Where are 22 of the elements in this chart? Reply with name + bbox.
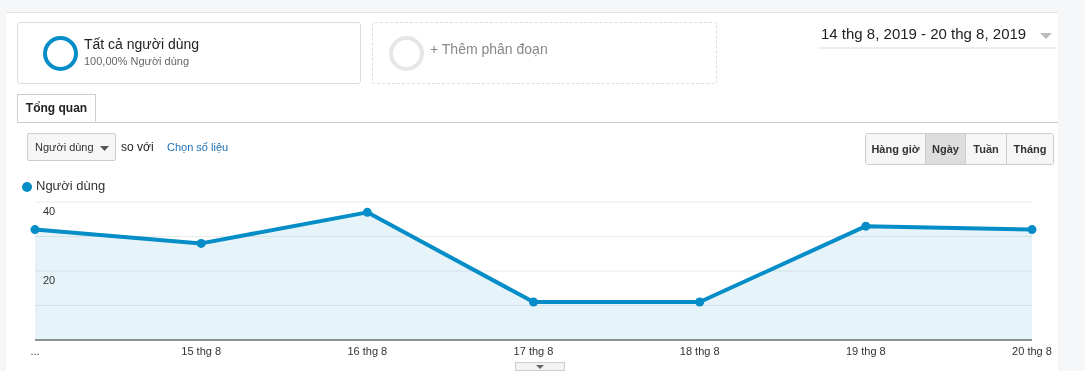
x-tick-label: 15 thg 8 [181, 344, 222, 357]
text: Ngày [925, 134, 965, 164]
x-tick-label: 16 thg 8 [347, 344, 388, 357]
y-tick-label: 20 [43, 273, 56, 286]
x-tick-label: 19 thg 8 [845, 344, 886, 357]
text: 14 thg 8, 2019 - 20 thg 8, 2019 [821, 25, 1027, 42]
text: Tổng quan [17, 94, 96, 122]
x-tick-label: 20 thg 8 [1012, 344, 1052, 357]
text: Người dùng [27, 133, 116, 161]
x-tick-label: 17 thg 8 [513, 344, 554, 357]
y-tick-label: 40 [43, 204, 56, 217]
x-tick-label: ... [30, 344, 40, 357]
text: + Thêm phân đoạn [430, 41, 548, 57]
text: Tháng [1006, 134, 1053, 164]
text: Tuần [965, 134, 1006, 164]
text: Tất cả người dùng [84, 36, 200, 52]
text: 100,00% Người dùng [84, 55, 190, 67]
text: so với [121, 140, 154, 154]
x-tick-label: 18 thg 8 [679, 344, 720, 357]
legend-label: Người dùng [36, 178, 106, 193]
text: Chọn số liệu [167, 141, 229, 153]
text: Hàng giờ [866, 134, 925, 164]
